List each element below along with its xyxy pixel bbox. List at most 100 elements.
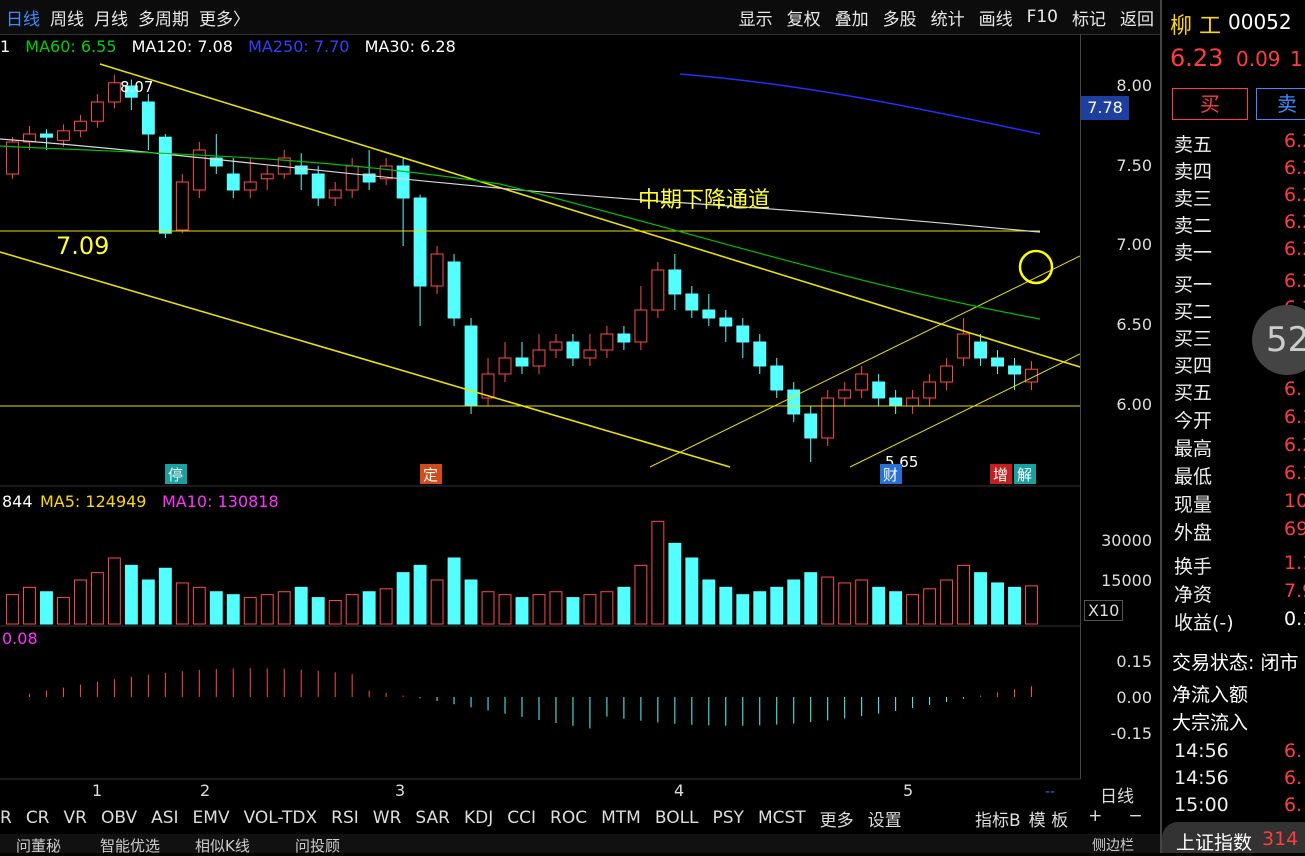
event-tag[interactable] — [165, 464, 187, 484]
volume-bar — [549, 591, 563, 625]
candle — [651, 269, 665, 311]
indicator-tab[interactable]: VR — [63, 808, 87, 828]
candle — [940, 365, 954, 383]
back-button[interactable]: 返回 — [1120, 9, 1154, 30]
indicator-tab[interactable]: VOL-TDX — [243, 808, 318, 828]
candle — [600, 333, 614, 351]
side-tab[interactable]: 侧边栏 — [1092, 838, 1134, 854]
footer-link[interactable]: 问投顾 — [295, 837, 341, 855]
overlay-button[interactable]: 叠加 — [834, 9, 869, 30]
volume-bar — [702, 579, 716, 625]
volume-bar — [40, 591, 53, 625]
candle — [175, 181, 189, 231]
indicator-tab[interactable]: ASI — [151, 808, 179, 828]
multi-stock-button[interactable]: 多股 — [882, 9, 917, 30]
volume-bar — [6, 594, 19, 625]
last-price: 6.23 — [1170, 44, 1224, 72]
indicator-tab[interactable]: OBV — [100, 808, 138, 828]
candle — [991, 357, 1004, 367]
candle — [1008, 365, 1021, 375]
price-tick: 6.00 — [1116, 395, 1152, 414]
event-tag[interactable] — [1014, 464, 1036, 484]
f10-button[interactable]: F10 — [1026, 7, 1058, 27]
adjust-button[interactable]: 复权 — [786, 9, 821, 30]
ma-item: 1 — [0, 37, 11, 56]
footer-link[interactable]: 问董秘 — [16, 837, 62, 855]
quote-label: 最低 — [1174, 466, 1213, 488]
event-tag-text: 增 — [993, 466, 1008, 484]
indicator-tab[interactable]: R — [0, 808, 12, 828]
zoom-out-button[interactable]: − — [1128, 806, 1143, 826]
tab-weekly[interactable]: 周线 — [50, 9, 84, 30]
quote-label: 净资 — [1174, 584, 1213, 606]
quote-label: 现量 — [1174, 494, 1213, 516]
footer-link[interactable]: 相似K线 — [195, 837, 250, 855]
vol-header-value: 844 — [2, 492, 33, 511]
volume-bar — [209, 591, 223, 625]
index-bar[interactable]: 上证指数 314 — [1162, 822, 1305, 854]
candle — [141, 101, 155, 135]
event-tag[interactable] — [420, 464, 442, 484]
draw-button[interactable]: 画线 — [978, 9, 1013, 30]
tab-multi-period[interactable]: 多周期 — [138, 9, 189, 30]
vol-scale[interactable]: X10 — [1084, 600, 1124, 621]
vol-ma5: MA5: 124949 — [40, 492, 146, 511]
tab-daily[interactable]: 日线 — [6, 9, 40, 30]
volume-bar — [345, 594, 359, 625]
quote-row: 外盘 6961 — [1174, 518, 1305, 545]
buy-button[interactable]: 买 — [1172, 88, 1248, 120]
indicator-tab[interactable]: ROC — [550, 808, 588, 828]
trade-row: 14:56 6. — [1174, 740, 1305, 762]
indicator-tab[interactable]: CCI — [507, 808, 537, 828]
volume-bar — [464, 579, 478, 625]
template-tab[interactable]: 模 板 — [1028, 811, 1069, 831]
volume-bar — [23, 586, 36, 625]
volume-bar — [175, 582, 189, 625]
indicator-tab[interactable]: MCST — [757, 808, 806, 828]
indicator-tab[interactable]: CR — [25, 808, 50, 828]
stats-button[interactable]: 统计 — [930, 9, 965, 30]
period-label[interactable]: 日线 — [1100, 787, 1134, 807]
indicator-b-tab[interactable]: 指标B — [975, 811, 1021, 831]
price-chart[interactable]: 8.07 5.65 7.09 中期下降通道 停 定 财 增 解 844 MA5:… — [0, 34, 1080, 804]
candle — [498, 357, 512, 375]
ma-header: 1 MA60: 6.55 MA120: 7.08 MA250: 7.70 MA3… — [0, 37, 466, 56]
indicator-tab[interactable]: RSI — [331, 808, 359, 828]
tab-more[interactable]: 更多〉 — [199, 9, 250, 30]
candle — [787, 389, 801, 415]
event-tag[interactable] — [880, 464, 902, 484]
volume-bar — [787, 579, 801, 625]
display-button[interactable]: 显示 — [738, 9, 773, 30]
candle — [872, 381, 886, 399]
indicator-tab[interactable]: KDJ — [463, 808, 494, 828]
indicator-tab[interactable]: BOLL — [654, 808, 699, 828]
sell-button[interactable]: 卖 — [1256, 88, 1305, 120]
tab-monthly[interactable]: 月线 — [94, 9, 128, 30]
zoom-in-button[interactable]: + — [1088, 806, 1103, 826]
candle — [328, 189, 342, 199]
indicator-tab[interactable]: PSY — [712, 808, 744, 828]
block-inflow-label: 大宗流入 — [1172, 712, 1249, 734]
trade-price: 6. — [1284, 767, 1303, 789]
quote-row: 卖一 6.2 — [1174, 238, 1305, 265]
volume-bar — [872, 586, 886, 625]
indicator-tab[interactable]: MTM — [601, 808, 641, 828]
quote-label: 卖三 — [1174, 188, 1213, 210]
indicator-tab[interactable]: EMV — [192, 808, 230, 828]
indicator-tab[interactable]: SAR — [415, 808, 450, 828]
more-indicators[interactable]: 更多 — [819, 810, 854, 831]
footer-link[interactable]: 智能优选 — [100, 837, 161, 855]
quote-value: 6.2 — [1284, 434, 1305, 456]
indicator-tab[interactable]: WR — [372, 808, 402, 828]
event-tag[interactable] — [990, 464, 1012, 484]
ma120-value: MA120: 7.08 — [131, 37, 233, 56]
candle — [226, 173, 240, 191]
chart-toolbar: 日线 周线 月线 多周期 更多〉 显示 复权 叠加 多股 统计 画线 F10 标… — [0, 0, 1160, 35]
candle — [549, 341, 563, 351]
floating-widget[interactable]: 52 — [1252, 305, 1305, 375]
trade-row: 15:00 6. — [1174, 794, 1305, 816]
mark-button[interactable]: 标记 — [1072, 9, 1106, 30]
settings-tab[interactable]: 设置 — [867, 810, 902, 831]
volume-bar — [940, 579, 954, 625]
scroll-dashes[interactable]: -- — [1045, 784, 1055, 800]
